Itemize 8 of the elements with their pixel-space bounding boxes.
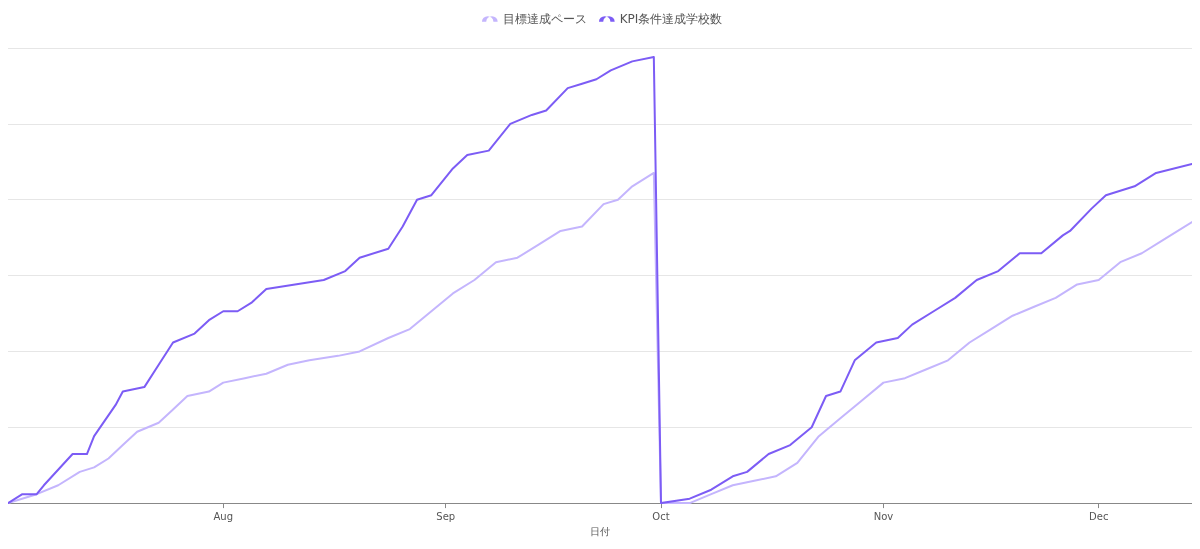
legend-label: KPI条件達成学校数 [619,12,723,26]
x-tick-label: Oct [652,510,670,522]
x-tick-label: Nov [873,510,894,522]
x-tick-label: Sep [436,510,456,522]
x-axis-title: 日付 [590,525,610,537]
x-tick-label: Dec [1089,510,1109,522]
legend-label: 目標達成ペース [502,12,587,26]
x-tick-label: Aug [213,510,234,522]
